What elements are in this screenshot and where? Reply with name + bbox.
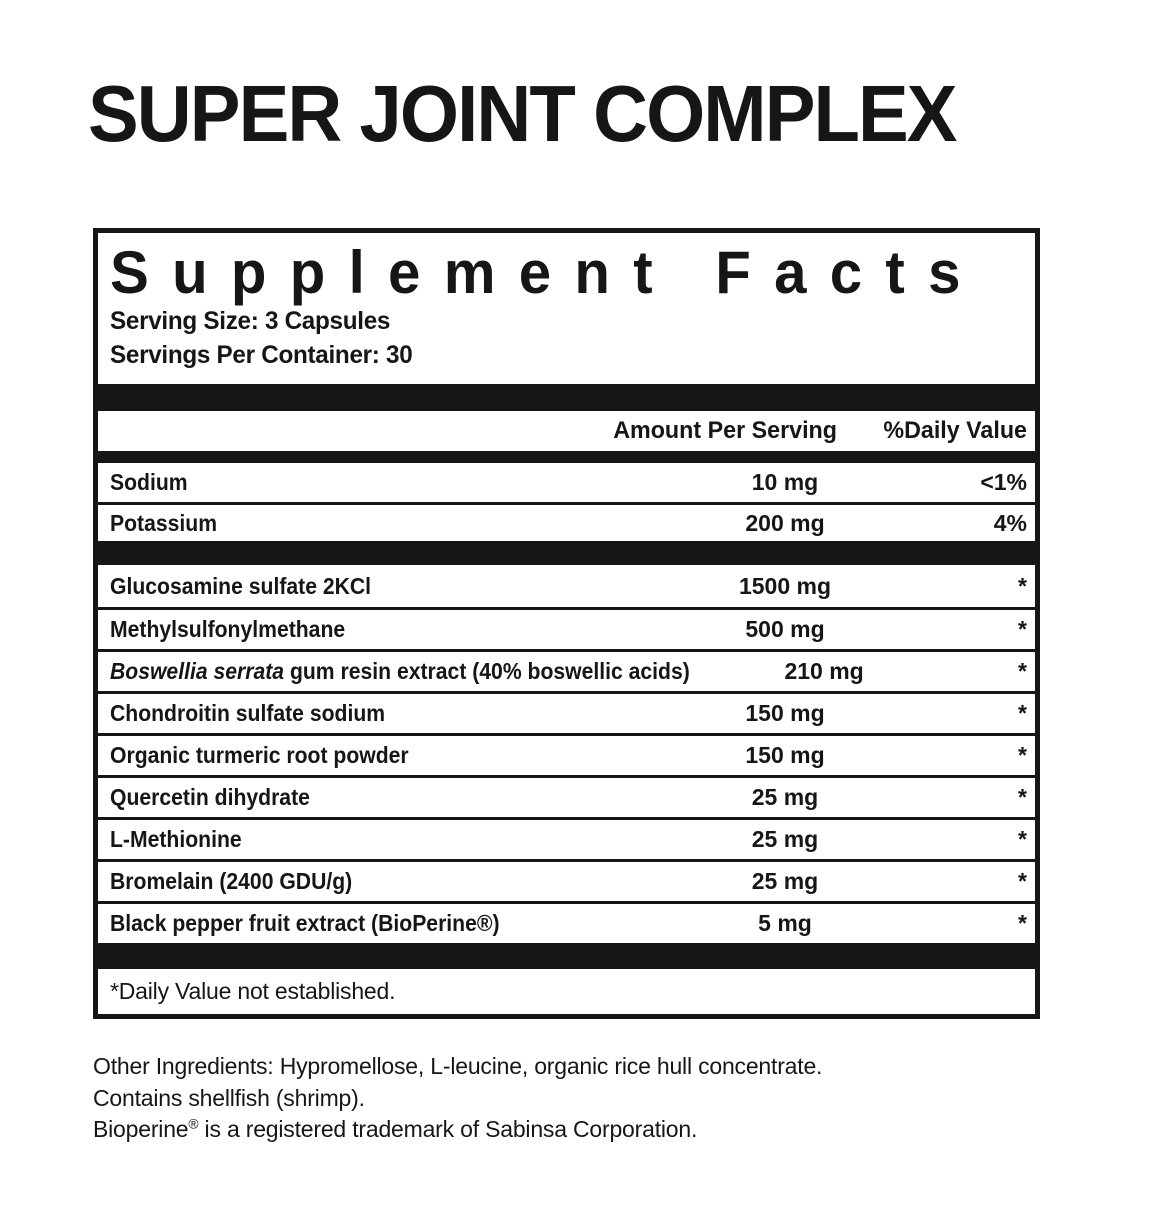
row-name: Black pepper fruit extract (BioPerine®) — [110, 910, 639, 937]
servings-per-container: Servings Per Container: 30 — [110, 341, 413, 369]
row-amount: 150 mg — [745, 700, 825, 726]
row-name-text: L-Methionine — [110, 826, 242, 852]
divider-band-mid — [98, 541, 1035, 565]
row-name-text: Black pepper fruit extract (BioPerine®) — [110, 910, 500, 936]
row-name-text: Organic turmeric root powder — [110, 742, 409, 768]
divider-band-under-header — [98, 451, 1035, 463]
row-name: Methylsulfonylmethane — [110, 616, 639, 643]
row-daily-value: * — [1018, 826, 1027, 852]
row-name: Organic turmeric root powder — [110, 742, 639, 769]
row-daily-value: * — [1018, 572, 1027, 599]
row-amount: 10 mg — [751, 469, 819, 495]
row-name: Sodium — [110, 469, 639, 496]
page-title: SUPER JOINT COMPLEX — [88, 69, 957, 158]
row-name-text: gum resin extract (40% boswellic acids) — [284, 658, 690, 684]
row-name-text: Potassium — [110, 509, 218, 536]
table-row: Chondroitin sulfate sodium 150 mg * — [98, 691, 1035, 733]
row-name-text: Quercetin dihydrate — [110, 784, 310, 810]
panel-title: Supplement Facts — [110, 239, 984, 306]
column-header-row: Amount Per Serving %Daily Value — [98, 411, 1035, 451]
row-name: Chondroitin sulfate sodium — [110, 700, 639, 727]
amount-per-serving-header: Amount Per Serving — [613, 417, 837, 444]
row-name-italic: Boswellia serrata — [110, 658, 285, 684]
row-name-text: Methylsulfonylmethane — [110, 616, 346, 642]
other-ingredients: Other Ingredients: Hypromellose, L-leuci… — [93, 1053, 823, 1079]
row-daily-value: * — [1018, 658, 1027, 684]
row-name-text: Glucosamine sulfate 2KCl — [110, 572, 372, 599]
table-row: Potassium 200 mg 4% — [98, 502, 1035, 541]
row-amount: 5 mg — [758, 910, 812, 936]
row-name: Potassium — [110, 510, 639, 537]
table-row: Organic turmeric root powder 150 mg * — [98, 733, 1035, 775]
daily-value-footnote: *Daily Value not established. — [110, 978, 396, 1004]
row-daily-value: * — [1018, 868, 1027, 894]
divider-band-bottom — [98, 943, 1035, 969]
supplement-facts-panel: Supplement Facts Serving Size: 3 Capsule… — [93, 228, 1040, 1019]
registered-mark: ® — [188, 1116, 199, 1132]
row-amount: 25 mg — [751, 868, 819, 894]
table-row: Glucosamine sulfate 2KCl 1500 mg * — [98, 565, 1035, 607]
row-amount: 200 mg — [745, 509, 825, 536]
table-row: Bromelain (2400 GDU/g) 25 mg * — [98, 859, 1035, 901]
row-name: Quercetin dihydrate — [110, 784, 639, 811]
allergen-statement: Contains shellfish (shrimp). — [93, 1084, 365, 1111]
row-daily-value: 4% — [993, 509, 1027, 536]
table-row: L-Methionine 25 mg * — [98, 817, 1035, 859]
label-footer: Other Ingredients: Hypromellose, L-leuci… — [93, 1051, 1033, 1146]
table-row: Quercetin dihydrate 25 mg * — [98, 775, 1035, 817]
table-row: Sodium 10 mg <1% — [98, 463, 1035, 502]
row-daily-value: <1% — [980, 469, 1027, 495]
row-daily-value: * — [1018, 742, 1027, 768]
row-amount: 1500 mg — [738, 572, 832, 599]
row-amount: 150 mg — [745, 742, 825, 768]
table-row: Boswellia serrata gum resin extract (40%… — [98, 649, 1035, 691]
row-daily-value: * — [1018, 910, 1027, 936]
row-name-text: Bromelain (2400 GDU/g) — [110, 868, 353, 894]
daily-value-header: %Daily Value — [883, 417, 1027, 444]
row-daily-value: * — [1018, 784, 1027, 810]
row-name: Glucosamine sulfate 2KCl — [110, 573, 639, 600]
ingredient-rows: Glucosamine sulfate 2KCl 1500 mg * Methy… — [98, 565, 1035, 943]
row-name: Bromelain (2400 GDU/g) — [110, 868, 639, 895]
serving-size: Serving Size: 3 Capsules — [110, 307, 391, 335]
panel-header: Supplement Facts Serving Size: 3 Capsule… — [98, 233, 1035, 384]
row-name: L-Methionine — [110, 826, 639, 853]
row-amount: 25 mg — [751, 784, 819, 810]
table-row: Black pepper fruit extract (BioPerine®) … — [98, 901, 1035, 943]
row-name: Boswellia serrata gum resin extract (40%… — [110, 658, 690, 685]
trademark-post: is a registered trademark of Sabinsa Cor… — [198, 1116, 698, 1142]
row-amount: 25 mg — [751, 826, 819, 852]
row-amount: 210 mg — [784, 658, 864, 684]
row-name-text: Chondroitin sulfate sodium — [110, 700, 386, 726]
trademark-pre: Bioperine — [93, 1116, 189, 1142]
row-daily-value: * — [1018, 616, 1027, 642]
trademark-note: Bioperine® is a registered trademark of … — [93, 1114, 1033, 1146]
row-amount: 500 mg — [745, 616, 825, 642]
nutrient-rows: Sodium 10 mg <1% Potassium 200 mg 4% — [98, 463, 1035, 541]
row-name-text: Sodium — [110, 469, 188, 495]
row-daily-value: * — [1018, 700, 1027, 726]
divider-band-top — [98, 384, 1035, 411]
table-row: Methylsulfonylmethane 500 mg * — [98, 607, 1035, 649]
